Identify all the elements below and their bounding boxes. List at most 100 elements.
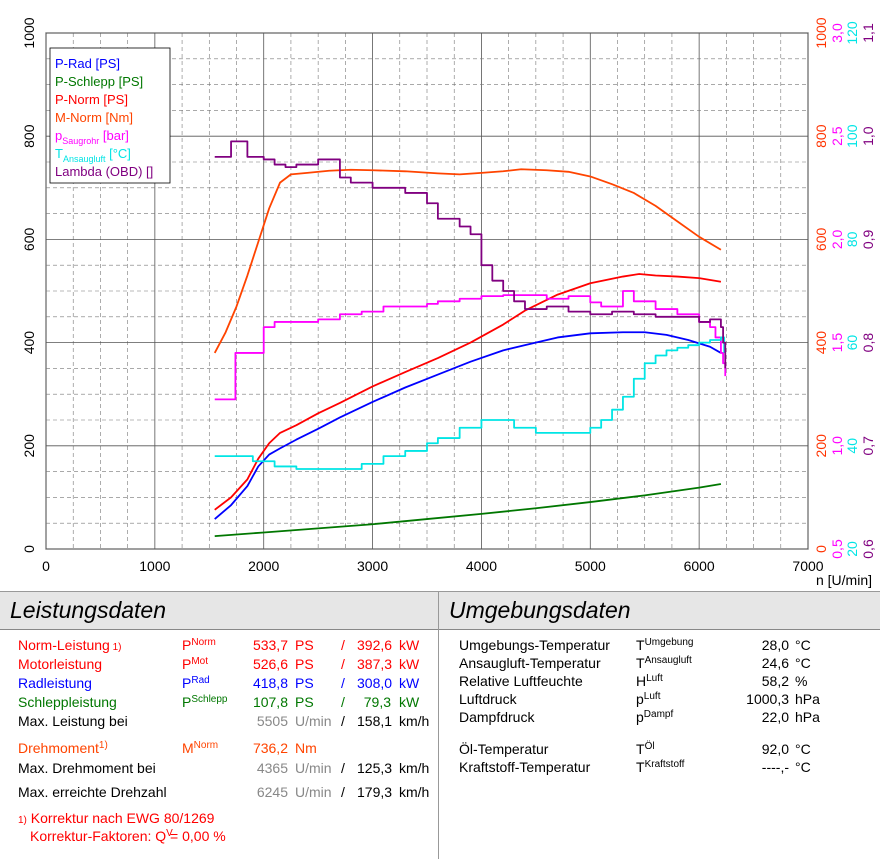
right-y-tick-label: 80 — [844, 231, 860, 247]
umgebungsdaten-title: Umgebungsdaten — [449, 597, 631, 623]
x-tick-label: 4000 — [466, 558, 497, 574]
x-tick-label: 2000 — [248, 558, 279, 574]
row-label: Umgebungs-Temperatur — [459, 637, 610, 653]
row-symbol-sub: Dampf — [643, 709, 674, 720]
row-symbol: p Luft — [636, 691, 661, 707]
right-y-tick-label: 20 — [844, 541, 860, 557]
right-y-tick-label: 1000 — [813, 17, 829, 48]
row-separator: / — [341, 784, 345, 800]
row-value-1: 5505 — [256, 713, 288, 729]
right-y-tick-label: 0,9 — [860, 229, 876, 249]
row-unit-1: Nm — [295, 740, 317, 756]
row-symbol-sub: Luft — [643, 691, 661, 702]
x-axis-label: n [U/min] — [816, 572, 872, 588]
row-symbol: P Mot — [182, 656, 209, 672]
row-separator: / — [341, 637, 345, 653]
row-symbol: P Norm — [182, 637, 216, 653]
row-label: Motorleistung — [18, 656, 103, 672]
right-y-tick-label: 100 — [844, 124, 860, 148]
x-tick-label: 7000 — [792, 558, 823, 574]
row-symbol-sub: Norm — [193, 740, 219, 751]
row-label: Max. Leistung bei — [18, 713, 128, 729]
left-y-tick-label: 0 — [21, 545, 37, 553]
row-symbol: p Dampf — [636, 709, 674, 725]
umgebung-row: Öl-Temperatur T Öl 92,0 °C — [439, 741, 880, 759]
row-symbol: T Kraftstoff — [636, 759, 685, 775]
row-symbol: P Schlepp — [182, 694, 228, 710]
row-value-1: 4365 — [256, 760, 288, 776]
row-value: 28,0 — [761, 637, 789, 653]
row-separator: / — [341, 694, 345, 710]
umgebungsdaten-header: Umgebungsdaten — [439, 592, 880, 630]
legend-entry: pSaugrohr [bar] — [55, 128, 129, 146]
leistung-row-2: Max. Drehmoment bei 4365 U/min / 125,3 km/h — [0, 760, 438, 778]
row-label: Max. erreichte Drehzahl — [18, 784, 167, 800]
legend-entry: TAnsaugluft [°C] — [55, 146, 131, 164]
row-symbol: T Ansaugluft — [636, 655, 692, 671]
row-symbol-sub: Luft — [646, 673, 663, 684]
footnote-text: Korrektur nach EWG 80/1269 — [26, 810, 215, 826]
right-y-tick-label: 0,6 — [860, 539, 876, 559]
row-symbol-sub: Öl — [644, 741, 655, 752]
row-value-1: 107,8 — [252, 694, 288, 710]
umgebung-row: Relative Luftfeuchte H Luft 58,2% — [439, 673, 880, 691]
row-unit: °C — [795, 655, 811, 671]
row-label: Schleppleistung — [18, 694, 117, 710]
row-value-1: 533,7 — [252, 637, 288, 653]
leistungsdaten-section: Leistungsdaten Norm-Leistung 1) P Norm 533,… — [0, 591, 439, 859]
right-y-tick-label: 40 — [844, 438, 860, 454]
row-label: Kraftstoff-Temperatur — [459, 759, 591, 775]
umgebungsdaten-section: Umgebungsdaten Umgebungs-Temperatur T Umge… — [439, 591, 880, 859]
row-unit-1: PS — [295, 675, 314, 691]
right-y-tick-label: 0,7 — [860, 436, 876, 456]
row-symbol: P Rad — [182, 675, 210, 691]
row-value: 92,0 — [761, 741, 789, 757]
leistungsdaten-title: Leistungsdaten — [10, 597, 167, 623]
leistung-row: Motorleistung P Mot 526,6 PS / 387,3 kW — [0, 656, 438, 674]
series-m_norm-line — [213, 168, 722, 354]
left-y-tick-label: 200 — [21, 434, 37, 458]
row-unit-2: km/h — [399, 784, 430, 800]
x-tick-label: 6000 — [684, 558, 715, 574]
x-tick-label: 5000 — [575, 558, 606, 574]
row-unit-1: PS — [295, 656, 314, 672]
legend-entry: P-Rad [PS] — [55, 56, 120, 71]
row-symbol-sub: Kraftstoff — [644, 759, 685, 770]
leistungsdaten-header: Leistungsdaten — [0, 592, 438, 630]
right-y-tick-label: 1,1 — [860, 23, 876, 43]
row-unit: % — [795, 673, 808, 689]
drehmoment-row: Drehmoment 1) M Norm 736,2 Nm — [0, 740, 438, 758]
left-y-tick-label: 600 — [21, 228, 37, 252]
series-t_ansaug-line — [214, 336, 726, 470]
legend-entry: Lambda (OBD) [] — [55, 164, 153, 179]
row-symbol-sub: Norm — [191, 637, 216, 648]
row-value: ----,- — [761, 759, 789, 775]
row-label: Dampfdruck — [459, 709, 535, 725]
row-separator: / — [341, 656, 345, 672]
legend-entry: M-Norm [Nm] — [55, 110, 133, 125]
row-value-1: 418,8 — [252, 675, 288, 691]
row-value-2: 79,3 — [363, 694, 391, 710]
right-y-tick-label: 60 — [844, 335, 860, 351]
x-tick-label: 0 — [42, 558, 50, 574]
umgebung-row: Ansaugluft-Temperatur T Ansaugluft 24,6 °C — [439, 655, 880, 673]
row-symbol-sub: Ansaugluft — [644, 655, 692, 666]
umgebung-row: Dampfdruck p Dampf 22,0 hPa — [439, 709, 880, 727]
row-symbol: H Luft — [636, 673, 663, 689]
row-unit-1: PS — [295, 694, 314, 710]
footnote-mark: 1) — [98, 740, 108, 751]
right-y-tick-label: 0,5 — [829, 539, 845, 559]
row-label: Öl-Temperatur — [459, 741, 549, 757]
footnote-line: 1) Korrektur nach EWG 80/1269 — [18, 810, 214, 828]
series-lambda-line — [214, 140, 727, 369]
row-value: 1000,3 — [746, 691, 789, 707]
leistung-row-2: Max. erreichte Drehzahl 6245 U/min / 179,3 km… — [0, 784, 438, 802]
row-symbol: T Umgebung — [636, 637, 694, 653]
row-symbol-sub: Schlepp — [191, 694, 228, 705]
umgebung-row: Umgebungs-Temperatur T Umgebung 28,0 °C — [439, 637, 880, 655]
row-unit: °C — [795, 637, 811, 653]
right-y-tick-label: 600 — [813, 228, 829, 252]
